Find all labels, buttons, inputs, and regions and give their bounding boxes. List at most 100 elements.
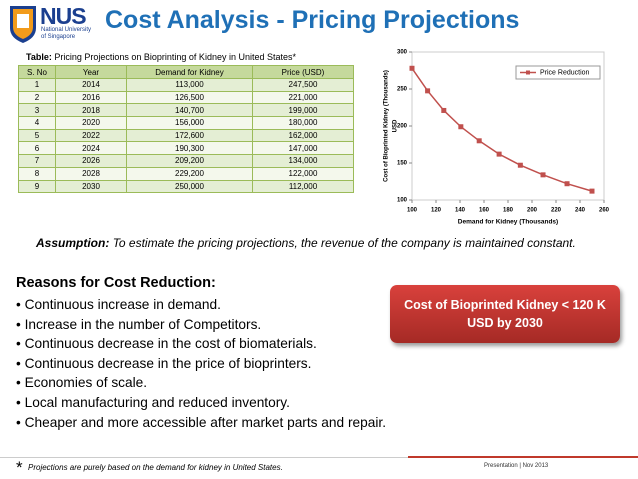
data-point: [458, 124, 464, 130]
reason-item: Local manufacturing and reduced inventor…: [16, 393, 386, 413]
chart: 100 150 200 250 300 100 120 140 160 180 200 220 240 2…: [384, 50, 610, 226]
x-tick-label: 120: [431, 208, 442, 214]
table-cell: 9: [18, 179, 56, 194]
x-tick-label: 220: [551, 208, 562, 214]
footer-rule: [408, 456, 638, 458]
table-cell: 250,000: [126, 179, 253, 194]
table-cell: 2016: [55, 90, 127, 105]
table-cell: 2018: [55, 103, 127, 118]
table-cell: 172,600: [126, 128, 253, 143]
logo-line: National University: [41, 27, 92, 33]
table-cell: 199,000: [252, 103, 354, 118]
x-tick-label: 100: [407, 208, 418, 214]
assumption-text: To estimate the pricing projections, the…: [112, 236, 576, 250]
logo-subtext: National University of Singapore: [41, 27, 91, 41]
x-tick-label: 240: [575, 208, 586, 214]
table-cell: 2024: [55, 141, 127, 156]
callout: Cost of Bioprinted Kidney < 120 K USD by…: [390, 285, 620, 343]
data-point: [517, 162, 523, 168]
x-tick-label: 180: [503, 208, 514, 214]
table-cell: 190,300: [126, 141, 253, 156]
x-tick-label: 160: [479, 208, 490, 214]
data-point: [496, 151, 502, 157]
column-header: Demand for Kidney: [126, 65, 253, 79]
table-row: 3 2018 140,700 199,000: [18, 103, 354, 118]
footer-star: *: [16, 458, 23, 477]
y-tick-label: 150: [397, 161, 408, 167]
data-point: [476, 138, 482, 144]
footer-note: Projections are purely based on the dema…: [28, 463, 283, 472]
table-cell: 147,000: [252, 141, 354, 156]
table-cell: 247,500: [252, 78, 354, 92]
logo-text: NUS: [40, 3, 87, 29]
table-row: 4 2020 156,000 180,000: [18, 116, 354, 130]
table-cell: 5: [18, 128, 56, 143]
table-row: 6 2024 190,300 147,000: [18, 141, 354, 156]
legend-marker: [526, 70, 530, 75]
table-cell: 113,000: [126, 78, 253, 92]
y-tick-label: 300: [397, 50, 408, 56]
table-cell: 2028: [55, 166, 127, 181]
y-axis-label: Cost of Bioprinted Kidney (Thousands): [384, 70, 390, 182]
reason-item: Economies of scale.: [16, 373, 386, 393]
data-point: [441, 107, 447, 113]
table-cell: 162,000: [252, 128, 354, 143]
reason-item: Cheaper and more accessible after market…: [16, 413, 386, 433]
table-row: 2 2016 126,500 221,000: [18, 90, 354, 105]
table-cell: 2: [18, 90, 56, 105]
caption-label: Table:: [26, 52, 52, 62]
table-cell: 1: [18, 78, 56, 92]
x-tick-label: 260: [599, 208, 610, 214]
column-header: S. No: [18, 65, 56, 79]
slide-title: Cost Analysis - Pricing Projections: [105, 6, 520, 34]
x-tick-label: 140: [455, 208, 466, 214]
x-axis-label: Demand for Kidney (Thousands): [458, 219, 558, 226]
data-point: [589, 188, 595, 194]
series-line: [411, 67, 593, 192]
assumption-label: Assumption:: [36, 236, 110, 250]
caption-text: Pricing Projections on Bioprinting of Ki…: [54, 52, 296, 62]
table-cell: 209,200: [126, 154, 253, 168]
table-cell: 2020: [55, 116, 127, 130]
table-row: 9 2030 250,000 112,000: [18, 179, 354, 194]
table-cell: 122,000: [252, 166, 354, 181]
y-tick-label: 200: [397, 124, 408, 130]
table-cell: 126,500: [126, 90, 253, 105]
table-cell: 156,000: [126, 116, 253, 130]
reasons-list: Continuous increase in demand.Increase i…: [16, 295, 386, 432]
table-caption: Table: Pricing Projections on Bioprintin…: [26, 52, 296, 62]
assumption: Assumption: To estimate the pricing proj…: [36, 236, 576, 250]
column-header: Year: [55, 65, 127, 79]
table-row: 7 2026 209,200 134,000: [18, 154, 354, 168]
table-row: 1 2014 113,000 247,500: [18, 78, 354, 92]
table-row: 8 2028 229,200 122,000: [18, 166, 354, 181]
reasons-heading: Reasons for Cost Reduction:: [16, 275, 216, 291]
y-tick-label: 250: [397, 87, 408, 93]
reason-item: Continuous decrease in the cost of bioma…: [16, 334, 386, 354]
data-point: [409, 65, 415, 71]
table-cell: 8: [18, 166, 56, 181]
table-cell: 2014: [55, 78, 127, 92]
legend-label: Price Reduction: [540, 69, 590, 76]
table-cell: 2026: [55, 154, 127, 168]
footer-rule: [0, 457, 408, 458]
data-point: [540, 172, 546, 178]
table-cell: 2030: [55, 179, 127, 194]
reason-item: Increase in the number of Competitors.: [16, 315, 386, 335]
table-cell: 221,000: [252, 90, 354, 105]
x-tick-label: 200: [527, 208, 538, 214]
table-cell: 180,000: [252, 116, 354, 130]
reason-item: Continuous decrease in the price of biop…: [16, 354, 386, 374]
table-cell: 134,000: [252, 154, 354, 168]
table-row: 5 2022 172,600 162,000: [18, 128, 354, 143]
column-header: Price (USD): [252, 65, 354, 79]
table-cell: 6: [18, 141, 56, 156]
table-cell: 7: [18, 154, 56, 168]
table-cell: 112,000: [252, 179, 354, 194]
legend-box: [515, 65, 601, 80]
reason-item: Continuous increase in demand.: [16, 295, 386, 315]
data-point: [564, 181, 570, 187]
logo-line: of Singapore: [41, 34, 76, 40]
table-cell: 4: [18, 116, 56, 130]
